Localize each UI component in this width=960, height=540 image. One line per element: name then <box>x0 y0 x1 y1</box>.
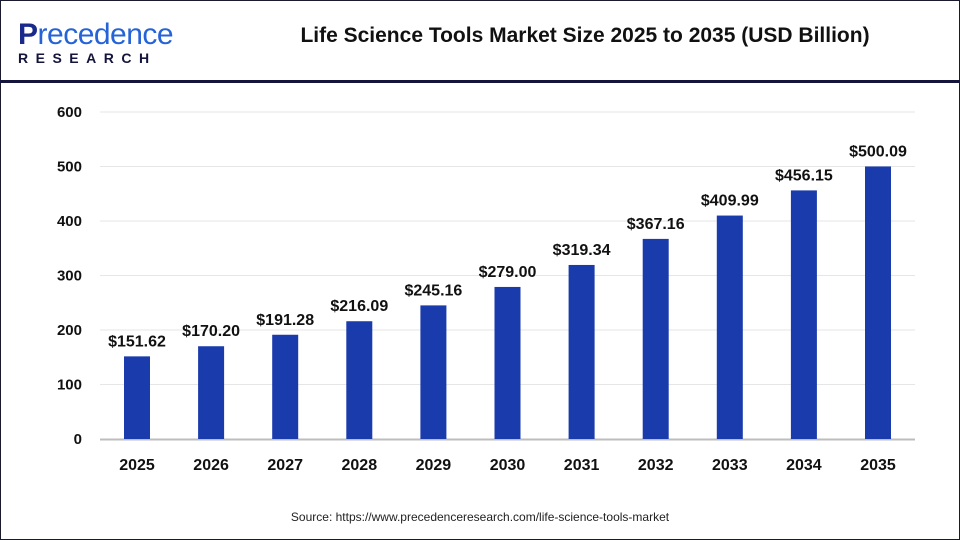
chart-title: Life Science Tools Market Size 2025 to 2… <box>300 24 870 47</box>
bar <box>124 356 150 439</box>
bar <box>346 321 373 439</box>
x-tick-label: 2027 <box>267 457 303 474</box>
bar <box>494 286 521 439</box>
logo-main-text: Precedence <box>18 18 174 51</box>
data-label: $245.16 <box>404 282 462 299</box>
x-tick-label: 2035 <box>860 457 896 474</box>
x-tick-label: 2032 <box>638 457 674 474</box>
data-label: $170.20 <box>182 323 240 340</box>
y-tick-label: 300 <box>57 268 82 285</box>
data-label: $279.00 <box>479 264 537 281</box>
x-tick-label: 2025 <box>119 457 155 474</box>
data-label: $367.16 <box>627 216 685 233</box>
source-note: Source: https://www.precedenceresearch.c… <box>290 510 670 524</box>
bar <box>198 346 225 439</box>
precedence-research-logo: Precedence RESEARCH <box>18 18 174 67</box>
bar <box>790 190 817 439</box>
x-tick-label: 2026 <box>193 457 229 474</box>
x-tick-label: 2034 <box>786 457 822 474</box>
bar <box>716 215 743 439</box>
bar <box>568 264 595 439</box>
data-label: $456.15 <box>775 167 833 184</box>
bar <box>642 238 669 439</box>
y-tick-label: 400 <box>57 213 82 230</box>
x-tick-label: 2031 <box>564 457 600 474</box>
y-tick-label: 500 <box>57 159 82 176</box>
x-tick-label: 2033 <box>712 457 748 474</box>
data-label: $191.28 <box>256 312 314 329</box>
bar <box>420 305 447 439</box>
x-tick-label: 2028 <box>342 457 378 474</box>
logo-sub-text: RESEARCH <box>18 50 157 66</box>
bar <box>865 166 891 440</box>
data-label: $216.09 <box>330 298 388 315</box>
y-tick-label: 200 <box>57 322 82 339</box>
x-tick-label: 2029 <box>416 457 452 474</box>
y-tick-label: 0 <box>74 431 82 448</box>
header: Precedence RESEARCH Life Science Tools M… <box>0 0 960 83</box>
y-tick-label: 600 <box>57 104 82 121</box>
bar <box>272 334 299 439</box>
data-label: $151.62 <box>108 333 166 350</box>
x-tick-label: 2030 <box>490 457 526 474</box>
data-label: $409.99 <box>701 193 759 210</box>
data-label: $500.09 <box>849 143 907 160</box>
y-tick-label: 100 <box>57 377 82 394</box>
data-label: $319.34 <box>553 242 611 259</box>
